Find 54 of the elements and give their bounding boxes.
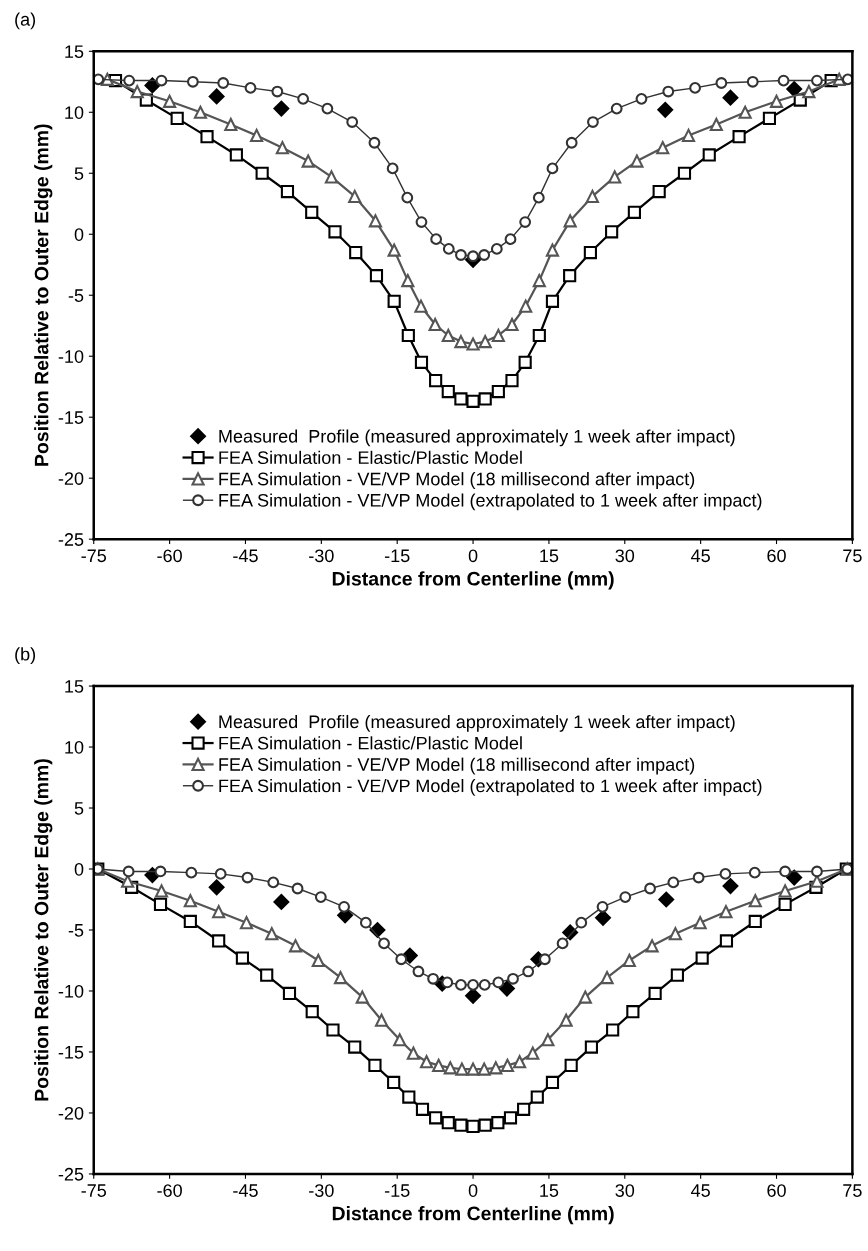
- x-tick-label: -60: [157, 549, 182, 563]
- legend-label: FEA Simulation - VE/VP Model (extrapolated to 1 week after impact): [219, 493, 762, 511]
- y-tick-label: 15: [65, 45, 84, 59]
- legend-label: FEA Simulation - VE/VP Model (extrapolated to 1 week after impact): [219, 778, 762, 796]
- y-tick-label: -20: [58, 472, 84, 485]
- y-tick-label: -25: [58, 533, 84, 546]
- y-tick-label: -10: [58, 350, 84, 363]
- x-tick-label: 15: [540, 1184, 559, 1197]
- x-tick-label: 75: [843, 549, 862, 563]
- legend-label: FEA Simulation - VE/VP Model (18 millisecond after impact): [219, 757, 695, 775]
- y-tick-label: -20: [58, 1106, 84, 1120]
- y-tick-label: -10: [58, 984, 84, 998]
- chart-title: (b): [15, 647, 36, 665]
- x-tick-label: -45: [233, 1184, 258, 1197]
- y-tick-label: -5: [68, 924, 84, 937]
- x-tick-label: 45: [691, 1184, 710, 1197]
- y-tick-label: 0: [74, 862, 84, 876]
- y-tick-label: 5: [74, 802, 84, 815]
- legend-label: FEA Simulation - Elastic/Plastic Model: [219, 736, 522, 750]
- y-tick-label: 0: [74, 228, 84, 241]
- y-tick-label: 10: [65, 740, 84, 754]
- x-tick-label: 30: [615, 1184, 635, 1197]
- y-tick-label: 15: [65, 680, 84, 693]
- x-tick-label: -75: [81, 549, 107, 563]
- y-tick-label: 5: [74, 167, 84, 180]
- x-tick-label: -45: [233, 549, 258, 563]
- x-tick-label: 60: [767, 1184, 786, 1197]
- x-tick-label: -60: [157, 1184, 182, 1197]
- x-axis-title: Distance from Centerline (mm): [332, 1206, 614, 1225]
- chart-title: (a): [15, 12, 36, 30]
- y-axis-title: Position Relative to Outer Edge (mm): [34, 124, 53, 466]
- x-tick-label: 45: [691, 549, 710, 563]
- x-tick-label: -15: [384, 1184, 410, 1197]
- legend-label: Measured Profile (measured approximately 1 week after impact): [219, 429, 735, 447]
- x-tick-label: -75: [81, 1184, 107, 1197]
- legend-label: Measured Profile (measured approximately 1 week after impact): [219, 714, 735, 732]
- x-tick-label: 60: [767, 549, 786, 563]
- x-tick-label: 0: [468, 1184, 478, 1197]
- y-tick-label: -15: [58, 411, 84, 424]
- x-tick-label: 30: [615, 549, 635, 563]
- legend-label: FEA Simulation - Elastic/Plastic Model: [219, 450, 522, 465]
- y-tick-label: -25: [58, 1167, 84, 1181]
- y-tick-label: -5: [68, 289, 84, 302]
- y-axis-title: Position Relative to Outer Edge (mm): [34, 759, 53, 1101]
- x-tick-label: 15: [540, 549, 559, 563]
- x-tick-label: -30: [309, 549, 334, 563]
- legend-label: FEA Simulation - VE/VP Model (18 millisecond after impact): [219, 472, 695, 489]
- x-tick-label: 75: [843, 1184, 862, 1197]
- x-tick-label: -15: [384, 549, 410, 563]
- y-tick-label: 10: [65, 106, 84, 119]
- x-tick-label: -30: [309, 1184, 334, 1197]
- x-tick-label: 0: [468, 549, 478, 563]
- y-tick-label: -15: [58, 1046, 84, 1059]
- x-axis-title: Distance from Centerline (mm): [332, 571, 614, 590]
